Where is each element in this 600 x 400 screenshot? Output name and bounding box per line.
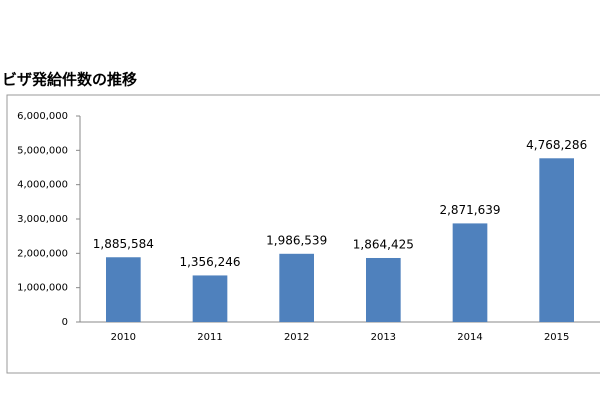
x-tick-label: 2013: [371, 332, 396, 343]
chart-frame: [6, 94, 600, 374]
bar: [366, 257, 401, 322]
y-tick-label: 5,000,000: [17, 145, 68, 156]
bar: [106, 257, 141, 322]
chart-title: ビザ発給件数の推移: [2, 71, 137, 89]
bar: [192, 275, 228, 322]
y-tick-label: 0: [62, 317, 68, 328]
value-label: 1,864,425: [353, 237, 414, 251]
y-tick-label: 1,000,000: [17, 283, 68, 294]
value-label: 1,986,539: [266, 233, 327, 247]
y-tick-label: 3,000,000: [17, 214, 68, 225]
y-tick-label: 2,000,000: [17, 248, 68, 259]
x-tick-label: 2011: [197, 332, 222, 343]
x-tick-label: 2015: [544, 332, 569, 343]
x-tick-label: 2010: [111, 332, 136, 343]
x-tick-label: 2012: [284, 332, 309, 343]
value-label: 2,871,639: [439, 203, 500, 217]
bar: [452, 223, 488, 322]
bar: [539, 158, 574, 322]
value-label: 1,885,584: [93, 237, 154, 251]
value-label: 4,768,286: [526, 138, 587, 152]
value-label: 1,356,246: [179, 255, 240, 269]
bar: [279, 253, 314, 322]
x-tick-label: 2014: [457, 332, 482, 343]
y-tick-label: 4,000,000: [17, 180, 68, 191]
y-tick-label: 6,000,000: [17, 111, 68, 122]
